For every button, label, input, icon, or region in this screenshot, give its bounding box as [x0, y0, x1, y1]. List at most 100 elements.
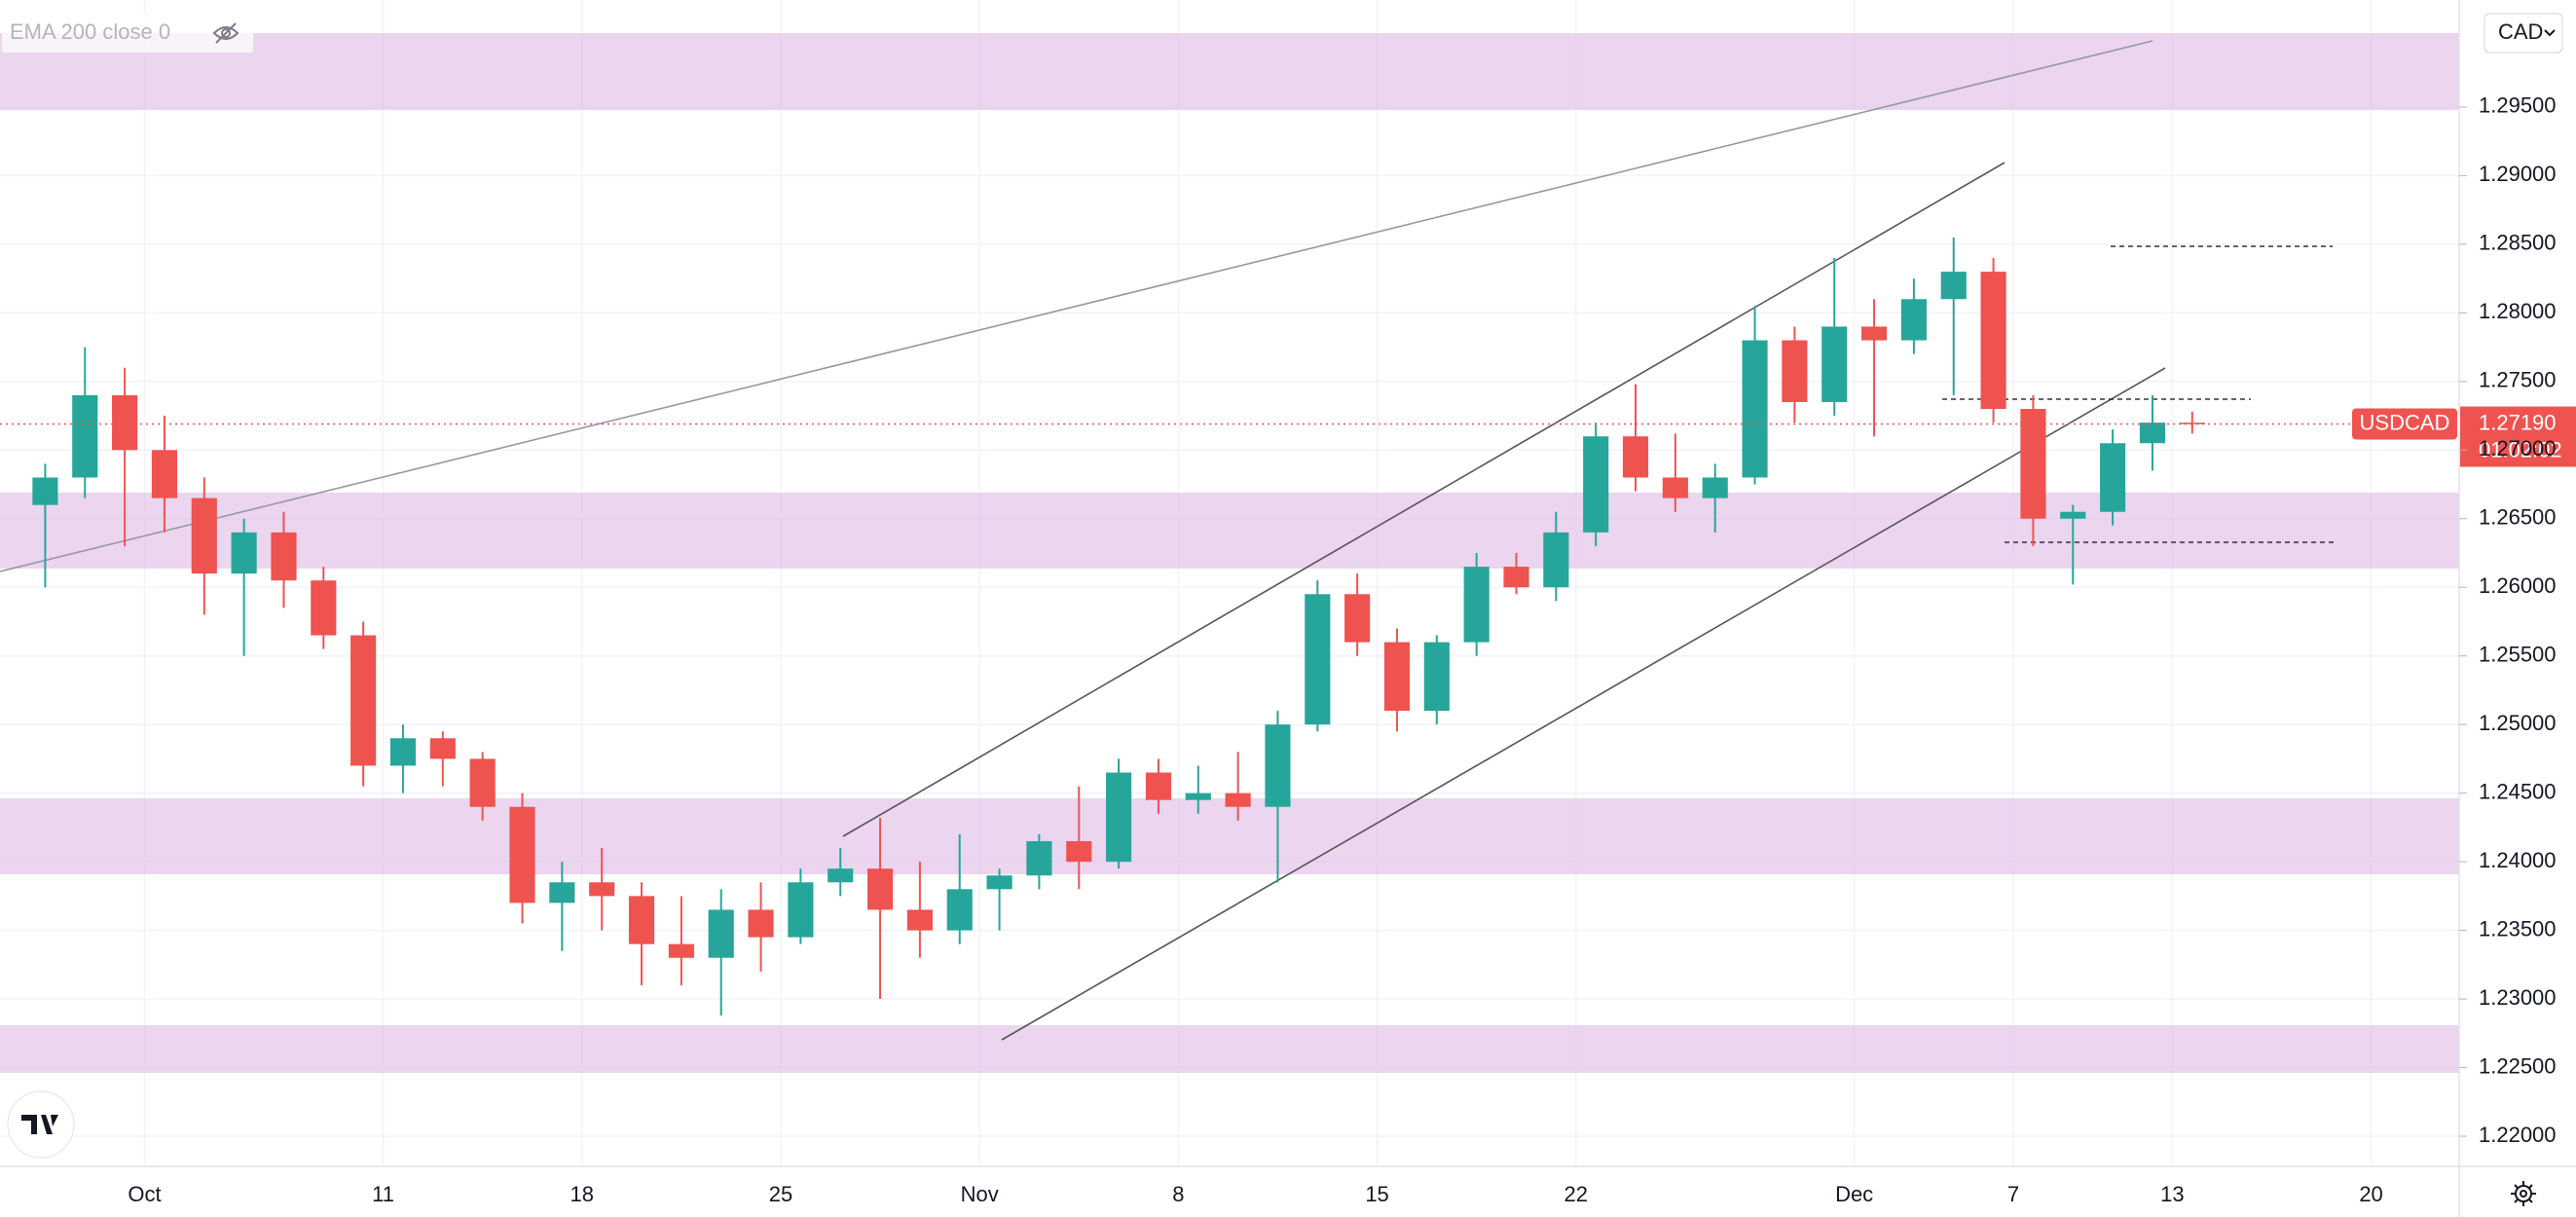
x-tick-label: 22 [1564, 1182, 1588, 1206]
countdown-label: 01:02:02 [2479, 437, 2562, 461]
candle-body [191, 498, 217, 574]
y-tick-label: 1.23500 [2479, 916, 2557, 940]
candle-body [1742, 340, 1768, 478]
candle-body [509, 806, 535, 904]
candle-body [1185, 793, 1211, 800]
zone [0, 493, 2459, 569]
candle-body [628, 896, 655, 944]
y-tick-label: 1.25000 [2479, 711, 2557, 735]
price-tag [2460, 406, 2576, 467]
x-tick-label: Nov [961, 1182, 999, 1206]
candle-body [1543, 532, 1569, 588]
zones [0, 33, 2459, 1073]
trend-line [0, 40, 2153, 572]
candle-body [986, 875, 1012, 890]
candle-body [1463, 567, 1490, 643]
candle-body [748, 909, 774, 938]
price-marker: USDCAD 1.27190 01:02:02 [0, 406, 2576, 467]
candle-body [2020, 409, 2046, 519]
x-tick-label: Dec [1835, 1182, 1873, 1206]
x-tick-label: Oct [128, 1182, 161, 1206]
logo-badge[interactable] [7, 1090, 75, 1159]
y-tick-label: 1.24500 [2479, 779, 2557, 803]
candle-body [2139, 423, 2166, 444]
x-tick-label: 11 [372, 1182, 394, 1206]
y-tick-label: 1.28500 [2479, 231, 2557, 255]
candle-body [2060, 511, 2086, 519]
candle-body [1782, 340, 1808, 402]
axes: 1.22000 1.22500 1.23000 1.23500 1.24000 1.245… [128, 93, 2556, 1206]
candle-body [350, 635, 377, 766]
x-tick-label: 7 [2007, 1182, 2019, 1206]
y-tick-label: 1.23000 [2479, 985, 2557, 1010]
drawings [0, 40, 2337, 1041]
y-tick-label: 1.22500 [2479, 1053, 2557, 1078]
candle-body [1662, 477, 1688, 498]
candle-body [1423, 642, 1450, 712]
indicator-label: EMA 200 close 0 [10, 19, 170, 44]
candle-body [1225, 793, 1251, 807]
candle-body [469, 758, 496, 807]
candle-body [906, 909, 933, 931]
candle-body [32, 477, 58, 505]
candle-body [549, 882, 575, 904]
candle-body [1145, 772, 1172, 800]
candle-body [112, 394, 138, 451]
candle-body [668, 943, 694, 958]
candles [32, 237, 2205, 1015]
symbol-label: USDCAD [2360, 410, 2450, 434]
candle-body [151, 450, 178, 498]
x-tick-label: 18 [570, 1182, 594, 1206]
candle-body [1860, 326, 1888, 341]
candle-body [389, 738, 417, 766]
candle-body [828, 868, 854, 883]
candle-body [946, 889, 973, 931]
trend-line [842, 162, 2006, 837]
candle-body [1940, 272, 1967, 300]
y-tick-label: 1.27500 [2479, 368, 2557, 392]
candle-body [429, 738, 456, 759]
candle-body [1980, 272, 2006, 410]
candle-body [788, 882, 814, 938]
y-tick-label: 1.29000 [2479, 162, 2557, 186]
candle-body [1066, 840, 1092, 863]
candle-body [231, 532, 257, 574]
candle-body [2100, 443, 2126, 512]
x-tick-label: 13 [2160, 1182, 2184, 1206]
y-tick-label: 1.26500 [2479, 505, 2557, 530]
logo [21, 1115, 58, 1134]
candle-body [1822, 326, 1848, 402]
y-tick-label: 1.22000 [2479, 1123, 2557, 1147]
candle-body [1622, 436, 1649, 478]
candle-body [1383, 642, 1411, 712]
legend-box [2, 14, 253, 53]
candle-body [866, 868, 894, 910]
y-tick-label: 1.29500 [2479, 93, 2557, 118]
candle-body [1583, 436, 1609, 533]
candle-body [311, 580, 337, 636]
candle-body [589, 882, 615, 897]
candle-body [72, 394, 98, 478]
candle-body [1106, 772, 1132, 863]
x-tick-label: 20 [2359, 1182, 2382, 1206]
candle-body [1503, 567, 1529, 588]
visibility-icon[interactable] [212, 22, 239, 44]
candle-body [1026, 840, 1052, 876]
price-label: 1.27190 [2479, 410, 2557, 434]
candle-body [271, 532, 297, 581]
y-tick-label: 1.24000 [2479, 848, 2557, 872]
candle-body [1305, 594, 1331, 725]
x-tick-label: 15 [1365, 1182, 1388, 1206]
symbol-tag [2352, 408, 2457, 440]
y-tick-label: 1.28000 [2479, 299, 2557, 323]
zone [0, 1025, 2459, 1073]
settings-icon[interactable] [2511, 1181, 2536, 1206]
currency-label: CAD [2498, 19, 2543, 44]
x-tick-label: 25 [769, 1182, 792, 1206]
x-tick-label: 8 [1172, 1182, 1184, 1206]
zone [0, 798, 2459, 874]
currency-button[interactable] [2484, 13, 2563, 54]
